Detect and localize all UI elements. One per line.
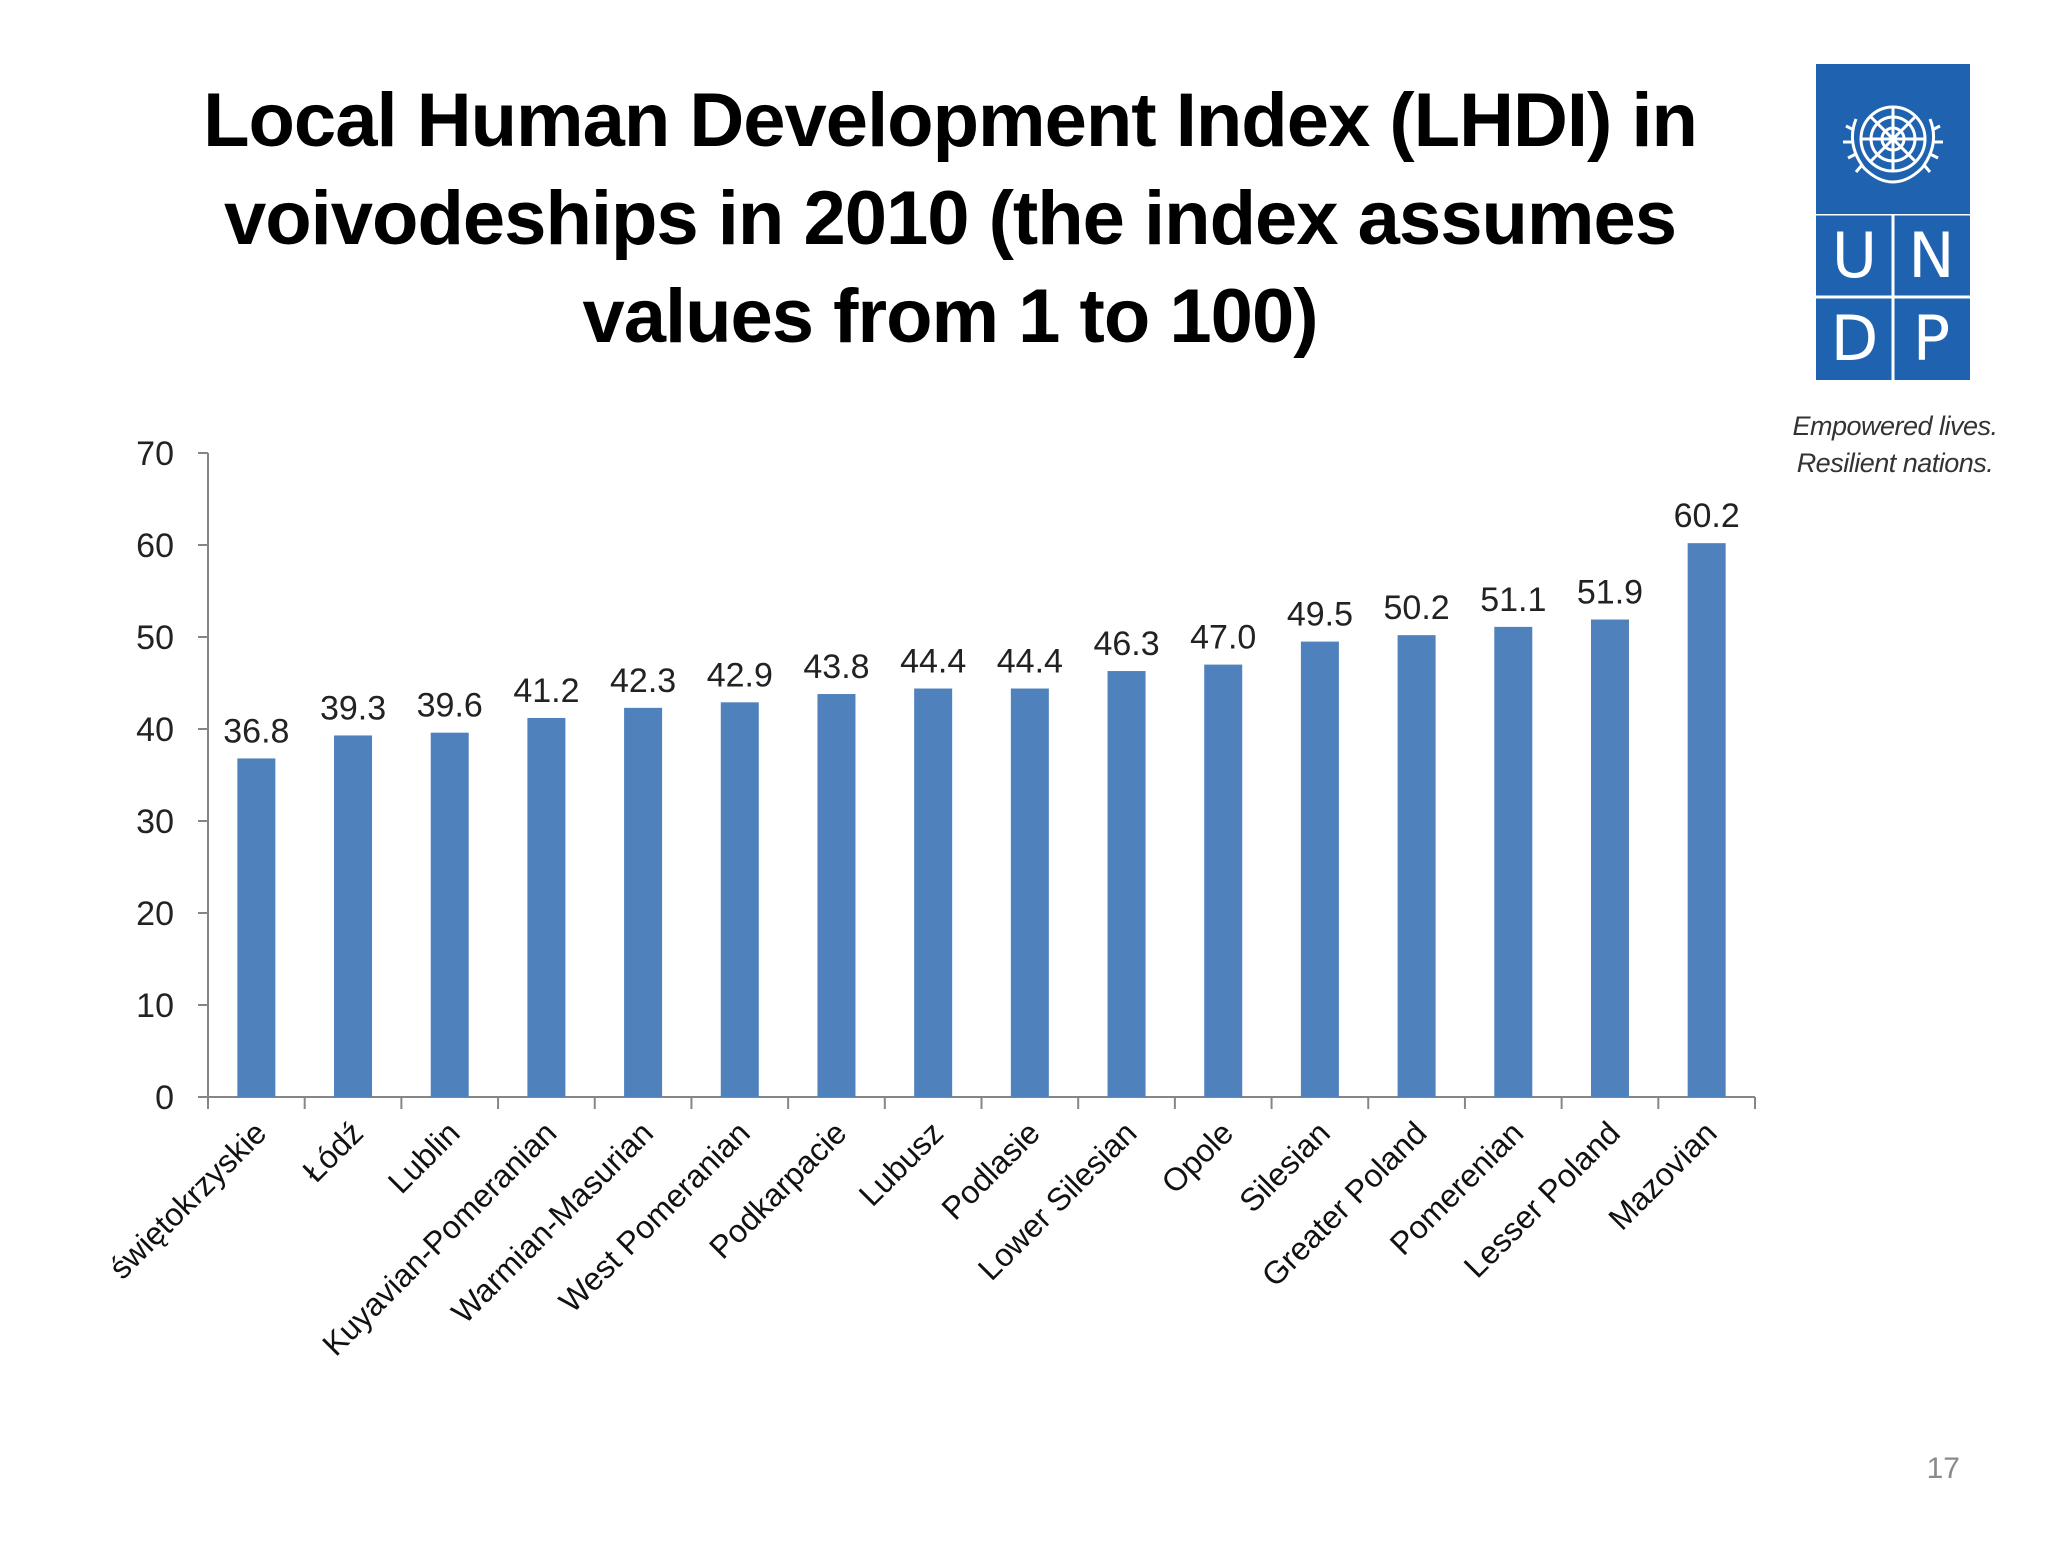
data-label: 39.3 [320,689,386,727]
bar [430,732,469,1097]
y-tick-label: 20 [136,895,174,933]
data-label: 36.8 [223,712,289,750]
undp-letters: U N D P [1816,214,1970,380]
bar [527,717,566,1097]
x-tick-label: Lublin [381,1114,467,1200]
logo-letter-n: N [1908,219,1955,292]
data-label: 47.0 [1190,619,1256,657]
data-label: 43.8 [803,648,869,686]
data-label: 41.2 [513,672,579,710]
slide-title: Local Human Development Index (LHDI) in … [203,78,1698,359]
tagline-line-1: Empowered lives. [1792,411,1998,441]
bar [1397,635,1436,1097]
bar [1010,688,1049,1097]
tagline-line-2: Resilient nations. [1796,448,1994,478]
y-tick-label: 10 [136,987,174,1025]
un-emblem-icon [1816,64,1970,214]
x-tick-label: Lubusz [852,1114,950,1212]
bar [817,694,856,1097]
y-tick-label: 70 [136,435,174,473]
y-tick-label: 30 [136,803,174,841]
y-tick-label: 0 [155,1079,174,1117]
y-tick-label: 40 [136,711,174,749]
bar [1204,664,1243,1097]
data-label: 51.9 [1577,574,1643,612]
data-label: 42.3 [610,662,676,700]
bar [1494,626,1533,1097]
y-tick-label: 50 [136,619,174,657]
data-label: 46.3 [1093,625,1159,663]
page-number: 17 [1926,1452,1960,1485]
x-tick-label: Łódź [295,1114,370,1189]
bar [1590,619,1629,1097]
bar [1300,641,1339,1097]
data-label: 51.1 [1480,581,1546,619]
bar [914,688,953,1097]
data-label: 44.4 [997,643,1063,681]
data-label: 39.6 [417,687,483,725]
data-label: 42.9 [707,656,773,694]
x-tick-label: Greater Poland [1255,1114,1434,1293]
logo-tagline: Empowered lives. Resilient nations. [1780,408,2010,482]
bar [237,758,276,1097]
y-tick-label: 60 [136,527,174,565]
x-tick-label: świętokrzyskie [102,1114,273,1285]
logo-letter-p: P [1912,302,1951,375]
bar [1687,543,1726,1097]
data-label: 50.2 [1384,589,1450,627]
data-label: 60.2 [1674,497,1740,535]
data-label: 44.4 [900,643,966,681]
logo-letter-u: U [1831,219,1878,292]
bar [624,707,663,1097]
bar [1107,671,1146,1097]
undp-logo: U N D P [1816,64,1970,380]
bar [334,735,373,1097]
data-label: 49.5 [1287,596,1353,634]
bar [720,702,759,1097]
x-tick-label: Opole [1154,1114,1240,1200]
logo-letter-d: D [1830,302,1879,375]
